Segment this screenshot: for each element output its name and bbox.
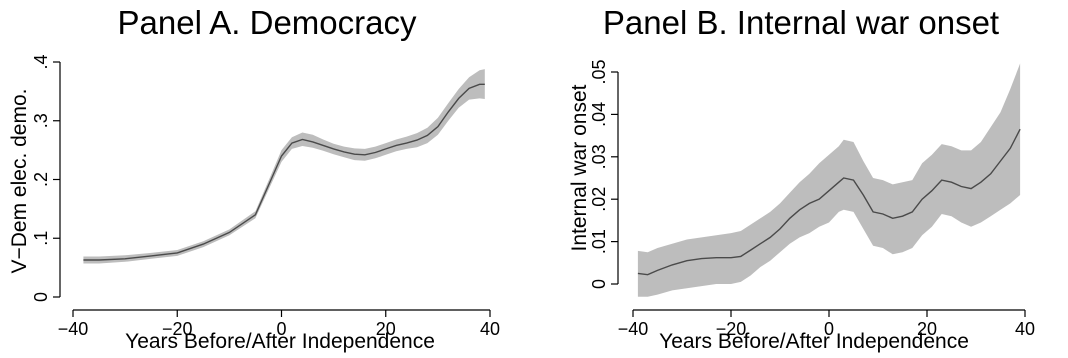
chart-title: Panel B. Internal war onset bbox=[602, 4, 1000, 41]
y-tick-label: .4 bbox=[31, 54, 51, 69]
confidence-band bbox=[83, 69, 485, 264]
panel-a: Panel A. Democracy V−Dem elec. demo. Yea… bbox=[8, 4, 500, 353]
y-tick-label: .05 bbox=[589, 59, 609, 84]
chart-title: Panel A. Democracy bbox=[117, 4, 417, 41]
y-tick-label: .04 bbox=[589, 102, 609, 127]
y-tick-label: .03 bbox=[589, 144, 609, 169]
x-tick-label: 0 bbox=[824, 319, 834, 339]
x-axis-label: Years Before/After Independence bbox=[125, 330, 435, 353]
x-tick-label: −20 bbox=[162, 319, 193, 339]
y-tick-label: .1 bbox=[31, 231, 51, 246]
x-tick-label: 40 bbox=[480, 319, 500, 339]
y-tick-label: 0 bbox=[31, 292, 51, 302]
series-line bbox=[637, 128, 1021, 276]
series-line bbox=[83, 83, 485, 261]
y-tick-label: .01 bbox=[589, 229, 609, 254]
y-tick-label: .02 bbox=[589, 187, 609, 212]
y-tick-label: 0 bbox=[589, 279, 609, 289]
x-tick-label: 40 bbox=[1015, 319, 1035, 339]
panel-b: Panel B. Internal war onset Internal war… bbox=[534, 0, 1068, 358]
y-tick-label: .3 bbox=[31, 113, 51, 128]
x-tick-label: −20 bbox=[716, 319, 747, 339]
plot-area: −40 −20 0 20 40 0 .1 .2 .3 .4 bbox=[31, 54, 500, 339]
x-tick-label: 20 bbox=[376, 319, 396, 339]
x-tick-label: −40 bbox=[58, 319, 89, 339]
confidence-band bbox=[637, 63, 1021, 297]
y-tick-label: .2 bbox=[31, 172, 51, 187]
x-axis-label: Years Before/After Independence bbox=[659, 330, 969, 353]
plot-area: −40 −20 0 20 40 0 .01 .02 .03 .04 .05 bbox=[589, 59, 1035, 339]
x-tick-label: −40 bbox=[618, 319, 649, 339]
x-tick-label: 20 bbox=[917, 319, 937, 339]
x-tick-label: 0 bbox=[276, 319, 286, 339]
